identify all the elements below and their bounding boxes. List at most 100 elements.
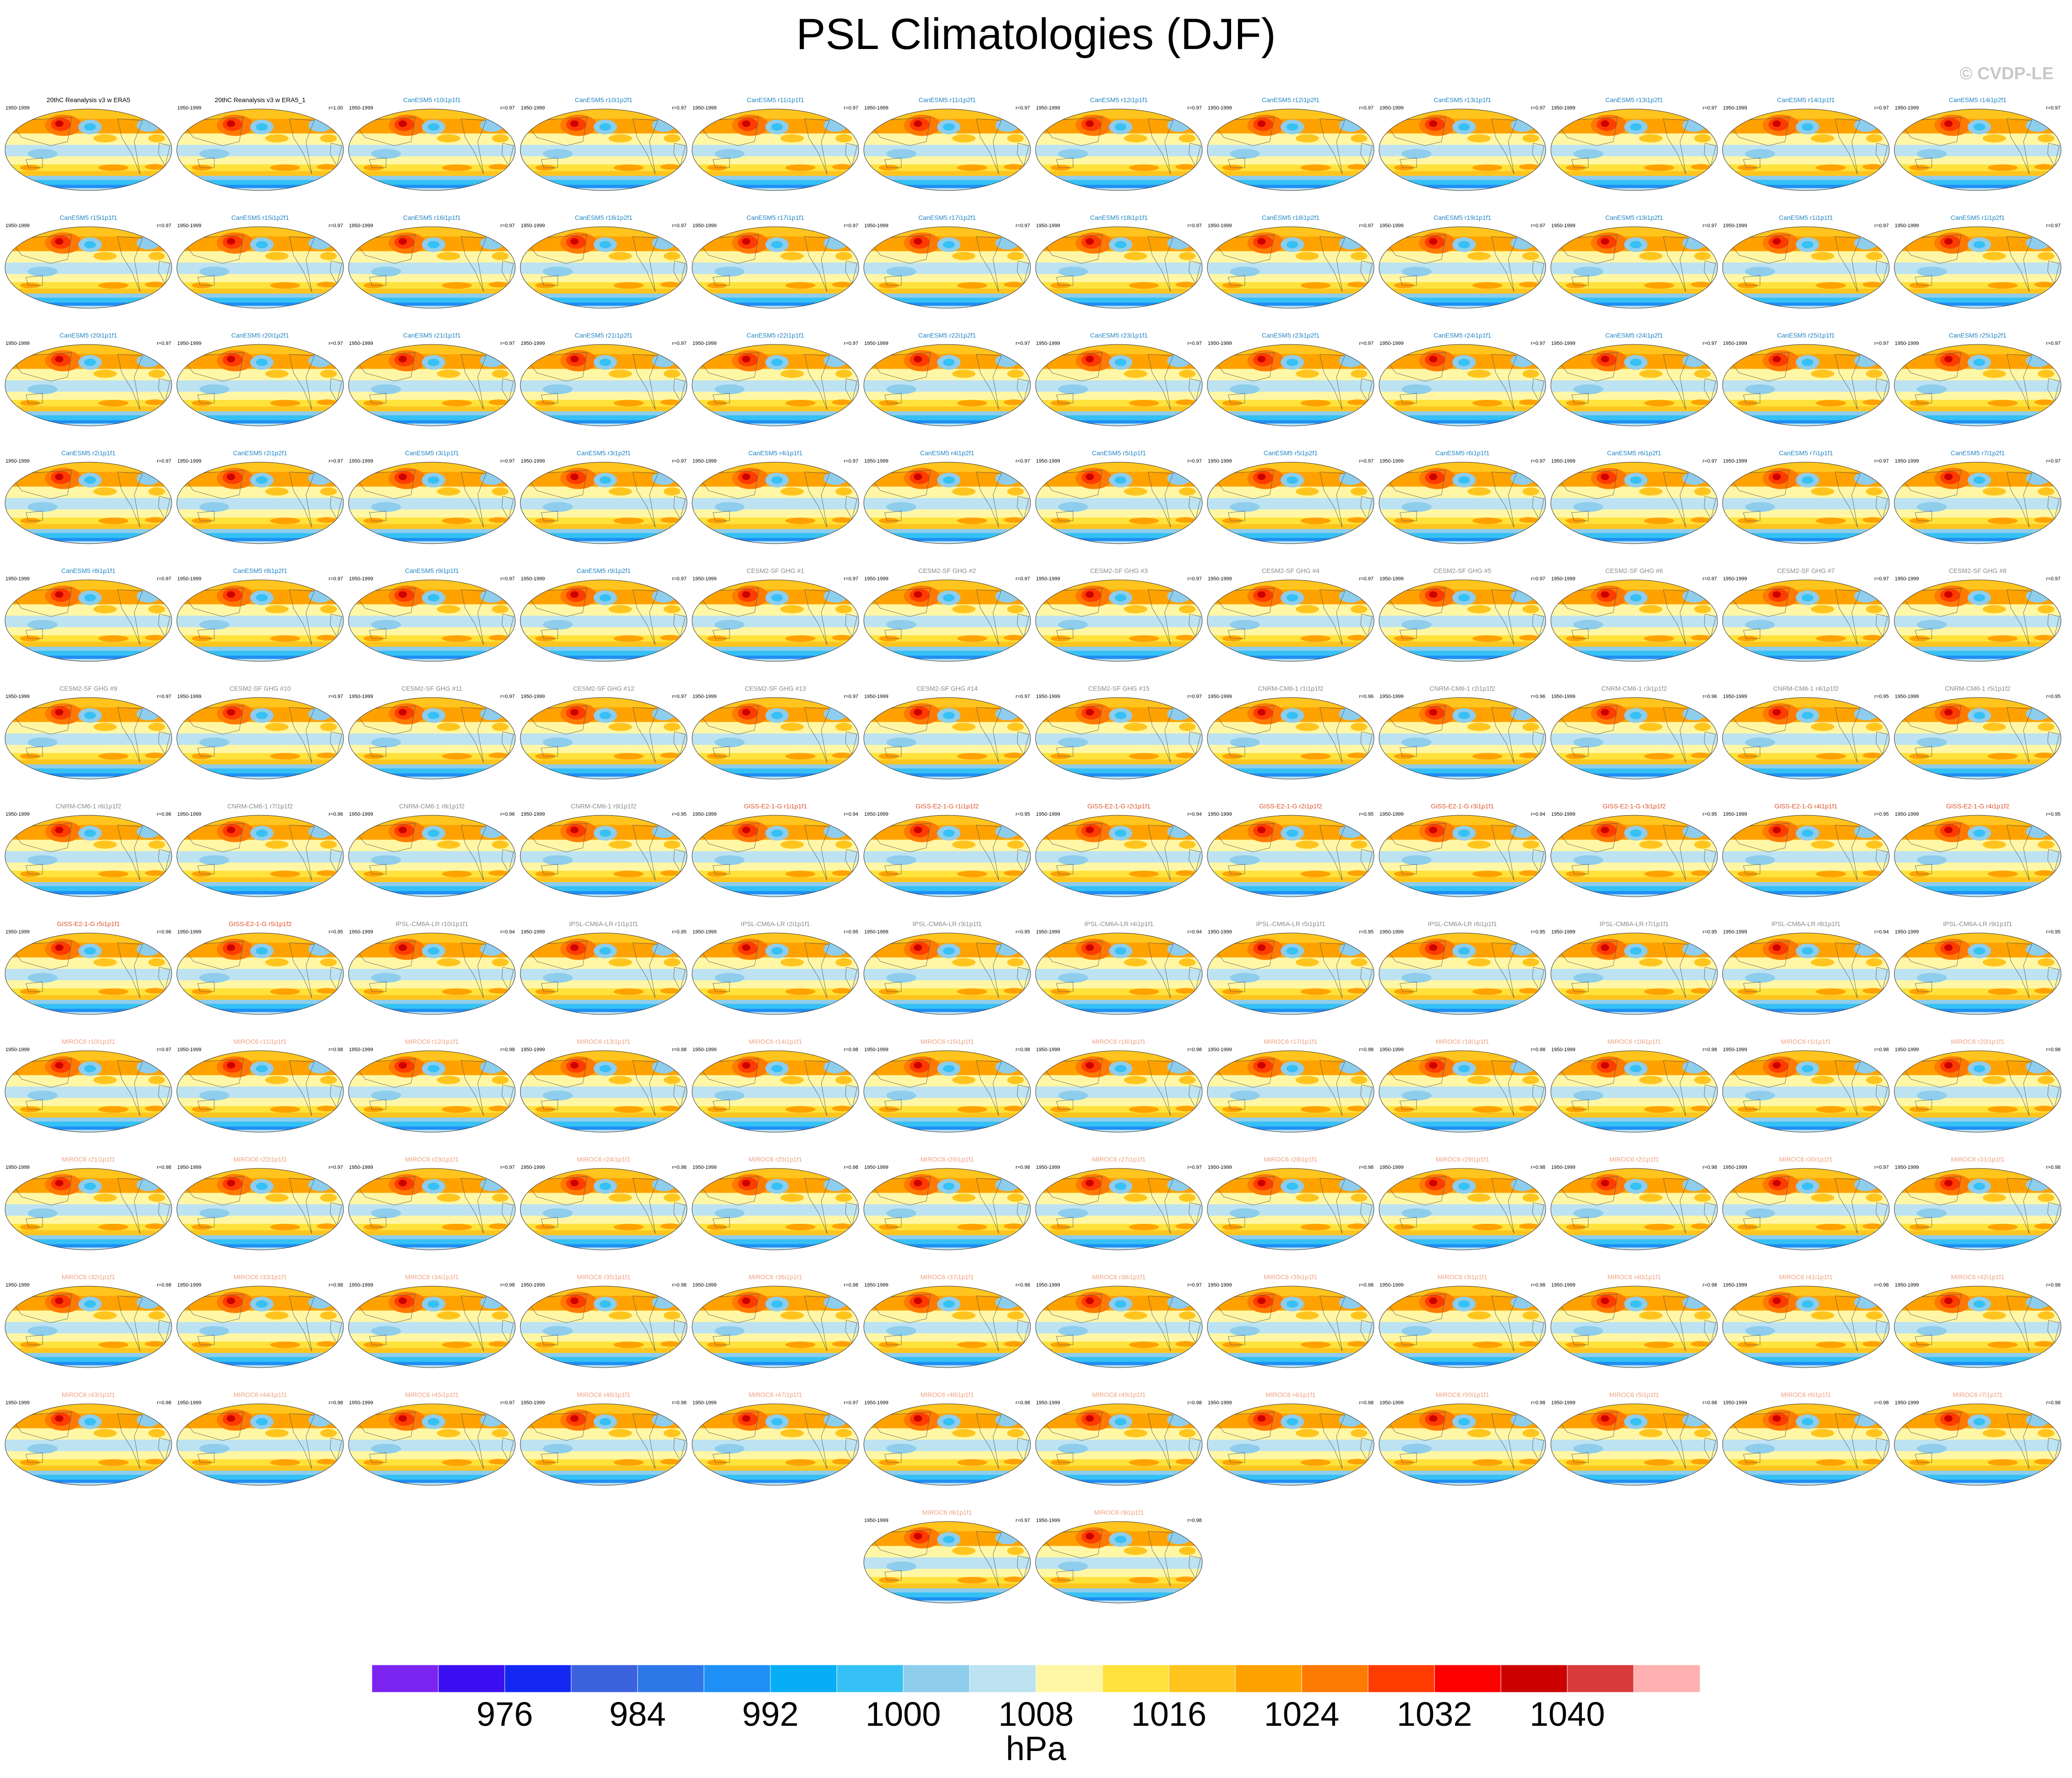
panel-years: 1950-1999: [864, 929, 889, 935]
panel-pattern-correlation: r=0.96: [1359, 694, 1374, 699]
ensemble-panel: MIROC6 r14i1p1f1 1950-1999 r=0.98: [691, 1038, 860, 1152]
psl-map-field: [177, 1168, 344, 1250]
psl-map-field: [520, 1286, 687, 1368]
panel-title: CanESM5 r2i1p2f1: [233, 449, 288, 457]
panel-pattern-correlation: r=0.98: [1015, 1282, 1031, 1288]
psl-map: [1207, 1050, 1374, 1133]
colorbar-tick-label: 1016: [1131, 1695, 1207, 1733]
colorbar-tick-labels: 976 984 992 1000 1008 1016 1024 1032 1040: [0, 1695, 2072, 1736]
panel-title: CanESM5 r7i1p2f1: [1950, 449, 2005, 457]
psl-map-field: [177, 227, 344, 308]
psl-map: [863, 1286, 1031, 1368]
colorbar-segment: [1168, 1665, 1236, 1692]
panel-pattern-correlation: r=0.96: [157, 812, 172, 817]
psl-map-field: [1894, 1168, 2061, 1250]
psl-map-field: [1894, 109, 2061, 191]
psl-map: [1722, 697, 1890, 780]
panel-years: 1950-1999: [521, 1400, 545, 1406]
ensemble-panel: CESM2-SF GHG #5 1950-1999 r=0.97: [1378, 567, 1547, 682]
panel-title: CanESM5 r24i1p2f1: [1605, 332, 1663, 339]
panel-title: CanESM5 r10i1p2f1: [574, 96, 633, 104]
panel-pattern-correlation: r=0.97: [328, 341, 344, 346]
ensemble-panel: IPSL-CM6A-LR r3i1p1f1 1950-1999 r=0.95: [862, 920, 1032, 1035]
panel-title: CanESM5 r21i1p2f1: [574, 332, 633, 339]
psl-map-field: [349, 1051, 515, 1132]
panel-years: 1950-1999: [1895, 1165, 1919, 1170]
ensemble-panel: MIROC6 r36i1p1f1 1950-1999 r=0.98: [691, 1273, 860, 1388]
panel-years: 1950-1999: [1551, 105, 1576, 111]
ensemble-panel: CanESM5 r20i1p1f1 1950-1999 r=0.97: [4, 332, 173, 446]
panel-title: CanESM5 r23i1p2f1: [1261, 332, 1320, 339]
psl-map-field: [349, 815, 515, 897]
panel-years: 1950-1999: [1895, 1282, 1919, 1288]
panel-title: GISS-E2-1-G r4i1p1f2: [1946, 802, 2009, 810]
panel-years: 1950-1999: [1551, 223, 1576, 229]
panel-years: 1950-1999: [1895, 929, 1919, 935]
panel-pattern-correlation: r=0.97: [672, 105, 687, 111]
panel-pattern-correlation: r=0.97: [672, 341, 687, 346]
psl-map: [1894, 109, 2061, 191]
panel-pattern-correlation: r=0.97: [1702, 576, 1718, 582]
psl-map-field: [5, 1168, 172, 1250]
panel-years: 1950-1999: [521, 223, 545, 229]
panel-pattern-correlation: r=0.97: [328, 694, 344, 699]
psl-map-field: [1379, 109, 1546, 191]
psl-map: [520, 579, 687, 662]
panel-pattern-correlation: r=0.97: [844, 576, 859, 582]
psl-map-field: [1036, 344, 1202, 426]
ensemble-panel: CanESM5 r2i1p2f1 1950-1999 r=0.97: [175, 449, 345, 564]
panel-pattern-correlation: r=0.97: [1531, 458, 1546, 464]
panel-pattern-correlation: r=0.97: [672, 694, 687, 699]
panel-years: 1950-1999: [1551, 1165, 1576, 1170]
ensemble-panel: CanESM5 r21i1p2f1 1950-1999 r=0.97: [519, 332, 688, 446]
psl-map: [1035, 344, 1203, 426]
panel-pattern-correlation: r=0.98: [1531, 1165, 1546, 1170]
ensemble-panel: CanESM5 r8i1p2f1 1950-1999 r=0.97: [175, 567, 345, 682]
panel-title: CanESM5 r19i1p2f1: [1605, 214, 1663, 221]
psl-map-field: [177, 933, 344, 1014]
colorbar-segment: [1633, 1665, 1700, 1692]
psl-map-field: [1551, 462, 1718, 544]
psl-map-field: [1551, 933, 1718, 1014]
ensemble-panel: CNRM-CM6-1 r5i1p1f2 1950-1999 r=0.95: [1893, 685, 2062, 799]
psl-map: [176, 344, 344, 426]
panel-pattern-correlation: r=0.95: [1015, 812, 1031, 817]
panel-pattern-correlation: r=0.97: [1531, 223, 1546, 229]
panel-pattern-correlation: r=0.97: [157, 694, 172, 699]
panel-years: 1950-1999: [349, 1165, 373, 1170]
colorbar-segment: [1567, 1665, 1634, 1692]
psl-map: [1207, 462, 1374, 544]
panel-pattern-correlation: r=0.98: [672, 1400, 687, 1406]
panel-years: 1950-1999: [1208, 812, 1232, 817]
psl-map: [348, 1050, 516, 1133]
panel-pattern-correlation: r=0.96: [1531, 694, 1546, 699]
ensemble-panel: MIROC6 r42i1p1f1 1950-1999 r=0.98: [1893, 1273, 2062, 1388]
panel-title: CNRM-CM6-1 r1i1p1f2: [1258, 685, 1324, 692]
panel-title: CanESM5 r7i1p1f1: [1778, 449, 1833, 457]
psl-map: [1894, 933, 2061, 1015]
psl-map: [1379, 462, 1546, 544]
ensemble-panel: MIROC6 r21i1p1f1 1950-1999 r=0.98: [4, 1156, 173, 1270]
psl-map-field: [1207, 1168, 1374, 1250]
ensemble-panel: MIROC6 r18i1p1f1 1950-1999 r=0.98: [1378, 1038, 1547, 1152]
ensemble-panel: MIROC6 r9i1p1f1 1950-1999 r=0.98: [1034, 1509, 1204, 1623]
panel-title: CanESM5 r19i1p1f1: [1433, 214, 1492, 221]
psl-map: [1035, 1403, 1203, 1486]
ensemble-panel: CESM2-SF GHG #11 1950-1999 r=0.97: [347, 685, 517, 799]
psl-map: [1379, 1168, 1546, 1250]
psl-map: [1894, 344, 2061, 426]
psl-map-field: [692, 344, 859, 426]
panel-years: 1950-1999: [692, 223, 717, 229]
psl-map-field: [1551, 1168, 1718, 1250]
ensemble-panel: MIROC6 r23i1p1f1 1950-1999 r=0.97: [347, 1156, 517, 1270]
panel-pattern-correlation: r=0.98: [157, 1282, 172, 1288]
panel-years: 1950-1999: [1551, 812, 1576, 817]
panel-pattern-correlation: r=0.98: [1359, 1400, 1374, 1406]
panel-pattern-correlation: r=0.96: [1702, 694, 1718, 699]
ensemble-panel: GISS-E2-1-G r2i1p1f2 1950-1999 r=0.95: [1206, 802, 1375, 917]
ensemble-panel: GISS-E2-1-G r5i1p1f2 1950-1999 r=0.95: [175, 920, 345, 1035]
ensemble-panel: CanESM5 r25i1p1f1 1950-1999 r=0.97: [1721, 332, 1891, 446]
panel-years: 1950-1999: [349, 458, 373, 464]
psl-map-field: [177, 1286, 344, 1368]
ensemble-panel: IPSL-CM6A-LR r6i1p1f1 1950-1999 r=0.95: [1378, 920, 1547, 1035]
